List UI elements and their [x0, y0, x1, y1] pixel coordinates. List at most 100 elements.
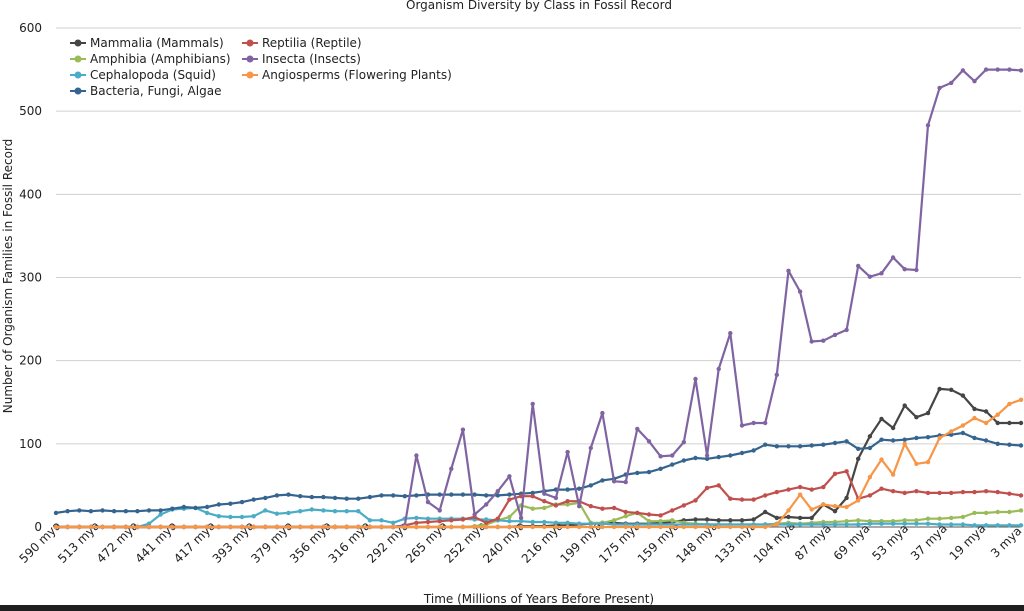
data-point	[472, 512, 477, 517]
data-point	[786, 514, 791, 520]
data-point	[88, 509, 94, 514]
data-point	[914, 489, 919, 494]
data-point	[658, 454, 663, 459]
data-point	[914, 267, 919, 273]
data-point	[925, 410, 931, 416]
series-group	[53, 500, 1024, 530]
data-point	[635, 470, 640, 476]
data-point	[321, 508, 326, 513]
y-tick-label: 600	[19, 21, 42, 35]
data-point	[588, 483, 593, 488]
data-point	[856, 456, 861, 461]
data-point	[123, 524, 128, 530]
y-tick-label: 100	[19, 437, 42, 451]
legend: Mammalia (Mammals) Amphibia (Amphibians) C…	[70, 36, 452, 98]
data-point	[844, 522, 849, 527]
data-point	[1007, 509, 1012, 515]
data-point	[286, 524, 291, 530]
data-point	[135, 509, 140, 514]
data-point	[437, 524, 442, 530]
data-point	[193, 505, 198, 511]
legend-item: Amphibia (Amphibians)	[70, 52, 231, 66]
data-point	[832, 440, 838, 446]
data-point	[774, 372, 779, 377]
data-point	[263, 508, 268, 513]
y-tick-label: 500	[19, 104, 42, 118]
data-point	[914, 461, 919, 466]
data-point	[670, 508, 675, 513]
data-point	[484, 517, 489, 522]
y-tick-label: 200	[19, 354, 42, 368]
data-point	[704, 524, 710, 530]
data-point	[658, 513, 663, 518]
data-point	[646, 519, 652, 524]
data-point	[681, 524, 686, 530]
data-point	[553, 503, 559, 508]
data-point	[542, 491, 547, 496]
data-point	[484, 524, 489, 530]
data-point	[100, 524, 105, 530]
data-point	[960, 68, 966, 73]
data-point	[1018, 523, 1024, 528]
data-point	[925, 521, 931, 526]
data-point	[774, 489, 779, 495]
data-point	[960, 514, 966, 520]
data-point	[751, 524, 756, 530]
data-point	[937, 386, 942, 392]
data-point	[995, 523, 1000, 528]
data-point	[77, 508, 82, 513]
data-point	[786, 444, 791, 449]
data-point	[414, 493, 419, 498]
series-group	[53, 397, 1024, 530]
data-point	[937, 85, 942, 91]
data-point	[995, 489, 1000, 495]
data-point	[379, 524, 384, 530]
data-point	[507, 514, 512, 520]
data-point	[77, 524, 82, 530]
data-point	[542, 519, 547, 525]
data-point	[635, 426, 640, 432]
data-point	[693, 524, 698, 530]
data-point	[856, 498, 861, 503]
data-point	[960, 423, 966, 428]
data-point	[704, 453, 710, 458]
data-point	[763, 509, 768, 515]
data-point	[739, 524, 745, 530]
data-point	[228, 514, 233, 520]
data-point	[577, 524, 582, 530]
data-point	[844, 327, 849, 333]
data-point	[983, 523, 989, 528]
data-point	[530, 490, 535, 496]
y-axis-title: Number of Organism Families in Fossil Re…	[1, 139, 15, 414]
data-point	[728, 518, 733, 523]
series-lines	[53, 67, 1024, 530]
data-point	[379, 493, 384, 498]
x-axis-title: Time (Millions of Years Before Present)	[423, 592, 654, 606]
data-point	[204, 510, 210, 516]
data-point	[611, 505, 617, 511]
data-point	[321, 524, 326, 530]
data-point	[530, 506, 535, 511]
data-point	[867, 493, 873, 498]
data-point	[228, 524, 233, 530]
data-point	[809, 443, 814, 448]
data-point	[949, 432, 954, 437]
data-point	[902, 267, 907, 272]
data-point	[600, 524, 605, 530]
data-point	[425, 519, 431, 525]
data-point	[274, 511, 280, 516]
data-point	[856, 263, 861, 269]
x-tick-label: 37 mya	[908, 521, 950, 563]
data-point	[879, 271, 884, 276]
data-point	[809, 515, 814, 521]
data-point	[88, 524, 94, 530]
data-point	[530, 401, 535, 407]
data-point	[890, 255, 896, 260]
data-point	[518, 524, 524, 530]
data-point	[251, 497, 256, 502]
data-point	[856, 446, 861, 451]
data-point	[402, 524, 407, 530]
data-point	[146, 524, 152, 530]
